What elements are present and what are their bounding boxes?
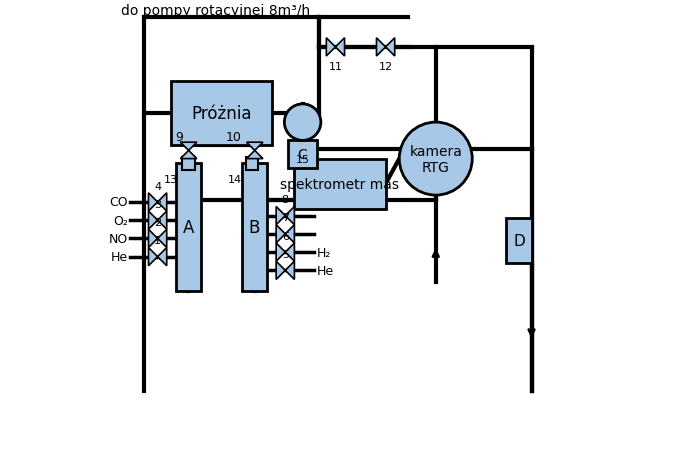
Text: CO: CO (109, 196, 128, 209)
Polygon shape (286, 243, 294, 262)
Text: 12: 12 (379, 61, 392, 71)
Polygon shape (148, 193, 158, 212)
Circle shape (399, 123, 472, 196)
Text: 3: 3 (154, 199, 161, 209)
Polygon shape (276, 243, 286, 262)
Polygon shape (276, 225, 286, 243)
Polygon shape (158, 248, 167, 266)
Text: A: A (183, 218, 194, 237)
Text: 14: 14 (228, 175, 242, 185)
Polygon shape (180, 143, 197, 151)
Polygon shape (148, 212, 158, 230)
Text: B: B (249, 218, 260, 237)
Text: He: He (111, 251, 128, 263)
Polygon shape (286, 225, 294, 243)
Polygon shape (386, 39, 394, 57)
FancyBboxPatch shape (176, 164, 201, 291)
Polygon shape (158, 212, 167, 230)
Polygon shape (276, 262, 286, 280)
Text: kamera
RTG: kamera RTG (409, 144, 462, 174)
Circle shape (284, 105, 321, 141)
Text: He: He (316, 264, 333, 277)
Polygon shape (148, 248, 158, 266)
Text: O₂: O₂ (113, 214, 128, 227)
Text: H₂: H₂ (316, 246, 330, 259)
Polygon shape (158, 193, 167, 212)
Text: 4: 4 (154, 181, 161, 191)
Text: 5: 5 (282, 249, 289, 259)
Text: 6: 6 (282, 231, 289, 241)
FancyBboxPatch shape (288, 141, 317, 168)
FancyBboxPatch shape (294, 159, 386, 209)
FancyBboxPatch shape (242, 164, 267, 291)
Text: 10: 10 (225, 130, 241, 143)
Text: 2: 2 (154, 217, 161, 228)
Polygon shape (326, 39, 335, 57)
Text: C: C (298, 148, 307, 162)
Polygon shape (377, 39, 386, 57)
Text: Próżnia: Próżnia (191, 105, 252, 123)
Polygon shape (247, 143, 263, 151)
FancyBboxPatch shape (507, 218, 532, 264)
Polygon shape (276, 207, 286, 225)
Text: do pompy rotacyjnej 8m³/h: do pompy rotacyjnej 8m³/h (121, 4, 310, 18)
Polygon shape (158, 230, 167, 248)
Polygon shape (247, 151, 263, 159)
Text: 15: 15 (296, 155, 309, 165)
Text: 7: 7 (282, 213, 289, 223)
Polygon shape (286, 262, 294, 280)
Text: 9: 9 (175, 130, 183, 143)
FancyBboxPatch shape (171, 82, 271, 146)
Text: NO: NO (109, 233, 128, 245)
Polygon shape (335, 39, 345, 57)
FancyBboxPatch shape (245, 157, 258, 170)
FancyBboxPatch shape (182, 157, 194, 170)
Text: 1: 1 (154, 236, 161, 246)
Text: 11: 11 (328, 61, 343, 71)
Polygon shape (286, 207, 294, 225)
Polygon shape (148, 230, 158, 248)
Text: 8: 8 (282, 195, 289, 205)
Text: spektrometr mas: spektrometr mas (280, 177, 400, 191)
Text: 13: 13 (164, 175, 178, 185)
Text: D: D (513, 234, 525, 248)
Polygon shape (180, 151, 197, 159)
